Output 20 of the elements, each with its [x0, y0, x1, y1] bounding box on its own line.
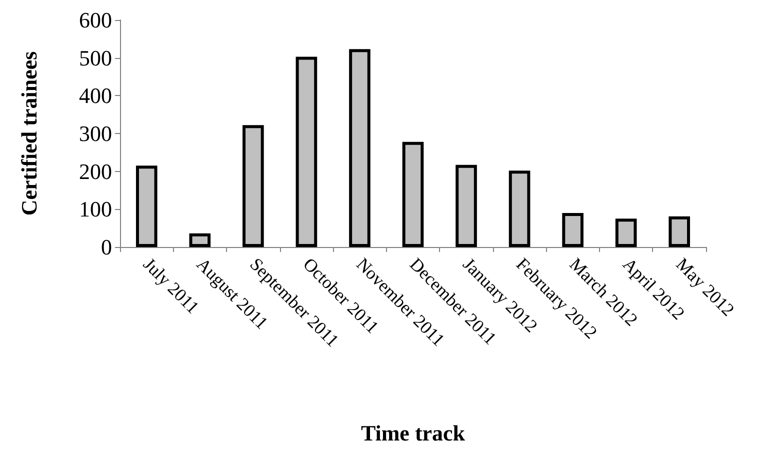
y-tick-label: 400 [79, 83, 112, 108]
bar [456, 164, 477, 247]
y-axis-title: Certified trainees [16, 50, 42, 216]
y-tick-label: 500 [79, 45, 112, 70]
y-tick-label: 100 [79, 196, 112, 222]
bar [615, 218, 637, 247]
bar [136, 166, 158, 247]
bar [562, 212, 584, 247]
bar [296, 56, 318, 247]
y-tick-label: 200 [79, 158, 112, 184]
bar [242, 125, 264, 247]
y-tick-label: 0 [101, 234, 112, 260]
bar [402, 142, 424, 247]
bar [189, 233, 211, 247]
y-tick-label: 300 [79, 121, 112, 146]
bar [508, 170, 530, 247]
x-axis-title: Time track [360, 420, 466, 446]
bar [668, 216, 690, 247]
bar [349, 49, 370, 247]
y-tick-label: 600 [79, 8, 112, 32]
